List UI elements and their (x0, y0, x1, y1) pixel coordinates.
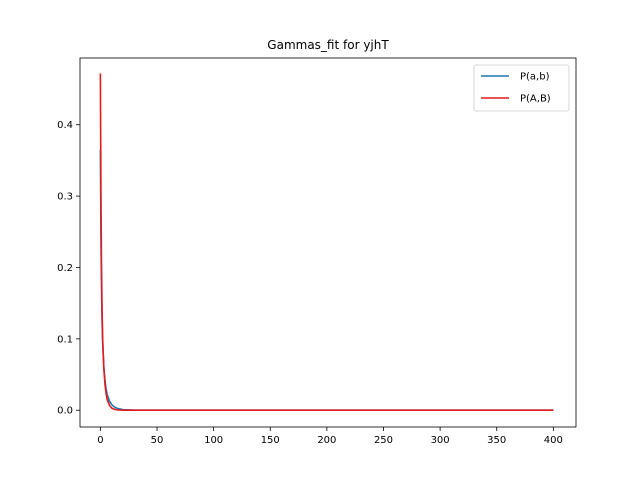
x-tick-label: 400 (544, 435, 563, 446)
legend-label-1: P(a,b) (520, 72, 550, 83)
axes-frame (79, 57, 577, 428)
x-tick-label: 300 (431, 435, 450, 446)
y-tick-label: 0.0 (57, 406, 73, 417)
y-tick-label: 0.3 (57, 192, 73, 203)
x-tick-label: 0 (97, 435, 103, 446)
x-tick-label: 250 (374, 435, 393, 446)
x-tick-label: 100 (204, 435, 223, 446)
legend: P(a,b) P(A,B) (473, 64, 570, 112)
y-axis: 0.0 0.1 0.2 0.3 0.4 (57, 120, 80, 417)
series-layer (99, 73, 554, 412)
chart-title: Gammas_fit for yjhT (267, 38, 389, 52)
plot-area (80, 58, 576, 427)
y-tick-label: 0.4 (57, 120, 73, 131)
x-tick-label: 150 (261, 435, 280, 446)
y-tick-label: 0.2 (57, 263, 73, 274)
x-tick-label: 350 (487, 435, 506, 446)
y-tick-label: 0.1 (57, 334, 73, 345)
legend-label-2: P(A,B) (520, 94, 551, 105)
series-line-2 (99, 73, 554, 412)
x-tick-label: 50 (151, 435, 164, 446)
x-axis: 0 50 100 150 200 250 300 350 400 (97, 427, 563, 446)
x-tick-label: 200 (317, 435, 336, 446)
